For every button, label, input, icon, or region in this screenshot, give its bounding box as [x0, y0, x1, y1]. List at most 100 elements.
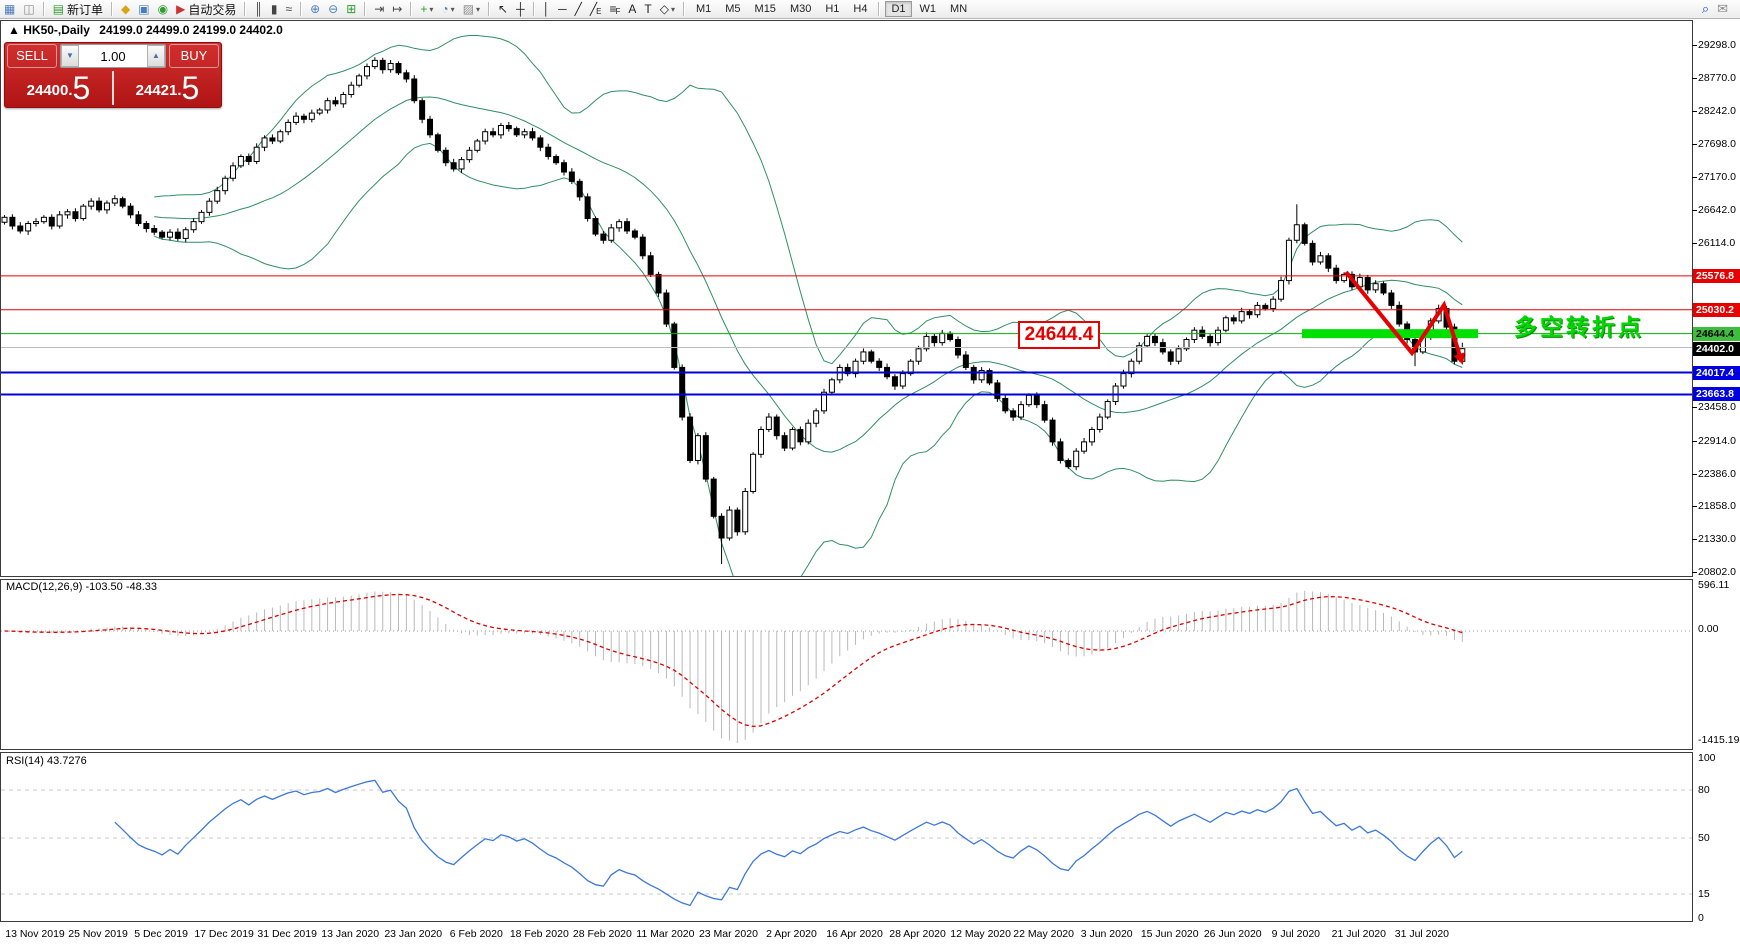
chart-shift-icon: ⇥	[374, 2, 385, 16]
candle-up	[1088, 428, 1095, 443]
candle-up	[1175, 348, 1182, 362]
zigzag-arrow[interactable]	[1344, 270, 1462, 357]
timeframe-button-h4[interactable]: H4	[853, 3, 868, 15]
candle-down	[1325, 255, 1332, 269]
candle-down	[986, 370, 993, 384]
candlestick-icon[interactable]: ▮	[268, 1, 281, 17]
candle-up	[25, 223, 32, 232]
autotrading-button[interactable]: ▶ 自动交易	[173, 1, 239, 17]
timeframe-button-m5[interactable]: M5	[725, 3, 741, 15]
cursor-icon[interactable]: ↖	[495, 1, 511, 17]
candle-down	[592, 218, 599, 235]
candle-up	[915, 348, 922, 362]
chat-icon[interactable]: ✉	[1714, 1, 1731, 17]
vertical-line-icon[interactable]: │	[540, 1, 554, 17]
tile-windows-icon[interactable]: ⊞	[343, 1, 359, 17]
timeframe-button-m1[interactable]: M1	[695, 3, 712, 15]
price-tick-mark	[1692, 242, 1697, 244]
volume-up-button[interactable]: ▲	[147, 45, 165, 67]
periods-icon[interactable]: ◔ ▾	[438, 1, 457, 17]
signals-icon[interactable]: ◉	[155, 1, 171, 17]
candle-down	[505, 125, 512, 130]
line-chart-icon[interactable]: ≈	[282, 1, 295, 17]
candle-down	[159, 231, 166, 238]
auto-scroll-icon[interactable]: ↦	[389, 1, 405, 17]
new-chart-icon[interactable]: ▦	[1, 1, 18, 17]
fibonacci-icon[interactable]: ≡ F	[606, 1, 623, 17]
new-order-button-label: 新订单	[67, 2, 104, 17]
toolbar-right: ⌕ ✉	[1698, 1, 1732, 17]
candle-up	[813, 410, 820, 424]
rsi-pane[interactable]	[0, 752, 1693, 922]
channel-icon[interactable]: ╱ E	[587, 1, 605, 17]
candle-down	[844, 366, 851, 375]
zoom-in-icon[interactable]: ⊕	[307, 1, 323, 17]
candle-up	[694, 435, 701, 461]
horizontal-line-icon[interactable]: ─	[555, 1, 570, 17]
sell-button[interactable]: SELL	[7, 44, 57, 68]
price-tick-label: 28770.0	[1698, 71, 1736, 84]
main-chart-pane[interactable]	[0, 20, 1693, 577]
timeframe-button-m15[interactable]: M15	[754, 3, 776, 15]
candle-down	[671, 323, 678, 368]
macd-pane[interactable]	[0, 579, 1693, 750]
label-icon[interactable]: T	[641, 1, 654, 17]
indicators-icon[interactable]: + ▾	[417, 1, 436, 17]
profiles-icon[interactable]: ◫	[20, 1, 37, 17]
candle-down	[553, 156, 560, 164]
sell-price-button[interactable]: 24400.5	[5, 69, 112, 107]
turning-point-note[interactable]: 多空转折点	[1514, 314, 1644, 340]
candle-down	[174, 231, 181, 239]
timeframe-button-w1[interactable]: W1	[919, 3, 937, 15]
candle-down	[529, 131, 536, 139]
collapse-panel-icon[interactable]: ▲	[8, 23, 20, 37]
zoom-out-icon[interactable]: ⊖	[325, 1, 341, 17]
candle-down	[513, 128, 520, 136]
shapes-icon[interactable]: ◇ ▾	[657, 1, 678, 17]
vertical-line-icon: │	[542, 2, 551, 16]
shapes-icon: ◇	[659, 2, 669, 16]
price-tick-mark	[1692, 144, 1697, 146]
candle-up	[907, 360, 914, 375]
price-tick-mark	[1692, 539, 1697, 541]
toolbar-separator	[244, 2, 247, 16]
buy-price-button[interactable]: 24421.5	[114, 69, 221, 107]
bollinger-middle-band	[154, 96, 1463, 453]
trendline-icon[interactable]: ╱	[572, 1, 585, 17]
new-order-button[interactable]: ▤ 新订单	[50, 1, 106, 17]
price-divider	[112, 71, 114, 105]
crosshair-icon[interactable]: ┼	[513, 1, 528, 17]
terminal-icon[interactable]: ▣	[135, 1, 152, 17]
timeframe-button-h1[interactable]: H1	[825, 3, 840, 15]
search-icon[interactable]: ⌕	[1699, 1, 1712, 17]
volume-field[interactable]: 1.00	[100, 48, 126, 64]
timeframe-button-d1[interactable]: D1	[885, 1, 912, 17]
timeframe-button-mn[interactable]: MN	[950, 3, 968, 15]
line-chart-icon: ≈	[285, 2, 293, 16]
candle-down	[119, 198, 126, 207]
price-annotation-box[interactable]: 24644.4	[1018, 321, 1100, 349]
chat-icon: ✉	[1717, 1, 1728, 16]
rsi-axis-label: 50	[1698, 832, 1710, 844]
candle-up	[308, 112, 315, 120]
metaeditor-icon[interactable]: ◆	[118, 1, 133, 17]
date-label: 28 Apr 2020	[889, 928, 946, 940]
templates-icon[interactable]: ▨ ▾	[460, 1, 483, 17]
candle-up	[237, 156, 244, 167]
toolbar-separator	[42, 2, 45, 16]
text-icon[interactable]: A	[625, 1, 639, 17]
turning-point-band[interactable]	[1302, 329, 1478, 339]
candle-down	[537, 137, 544, 148]
buy-button[interactable]: BUY	[169, 44, 219, 68]
chart-shift-icon[interactable]: ⇥	[371, 1, 387, 17]
bar-chart-icon[interactable]: ║	[251, 1, 266, 17]
channel-icon: ╱	[589, 2, 598, 16]
chart-header: ▲ HK50-,Daily 24199.0 24499.0 24199.0 24…	[8, 23, 283, 37]
volume-down-button[interactable]: ▼	[61, 45, 79, 67]
sell-price-big-digit: 5	[72, 70, 91, 106]
bollinger-lower-band	[154, 142, 1463, 576]
main-chart-canvas[interactable]	[1, 21, 1692, 576]
candle-down	[1246, 311, 1253, 316]
timeframe-button-m30[interactable]: M30	[789, 3, 812, 15]
toolbar: ▦ ◫ ▤ 新订单 ◆ ▣ ◉ ▶ 自动交易 ║ ▮ ≈ ⊕ ⊖ ⊞ ⇥ ↦ + ▾ ◔ ▾ ▨ ▾ ↖ ┼ │ ─ ╱ ╱ E ≡ F A T ◇…	[0, 0, 1740, 19]
